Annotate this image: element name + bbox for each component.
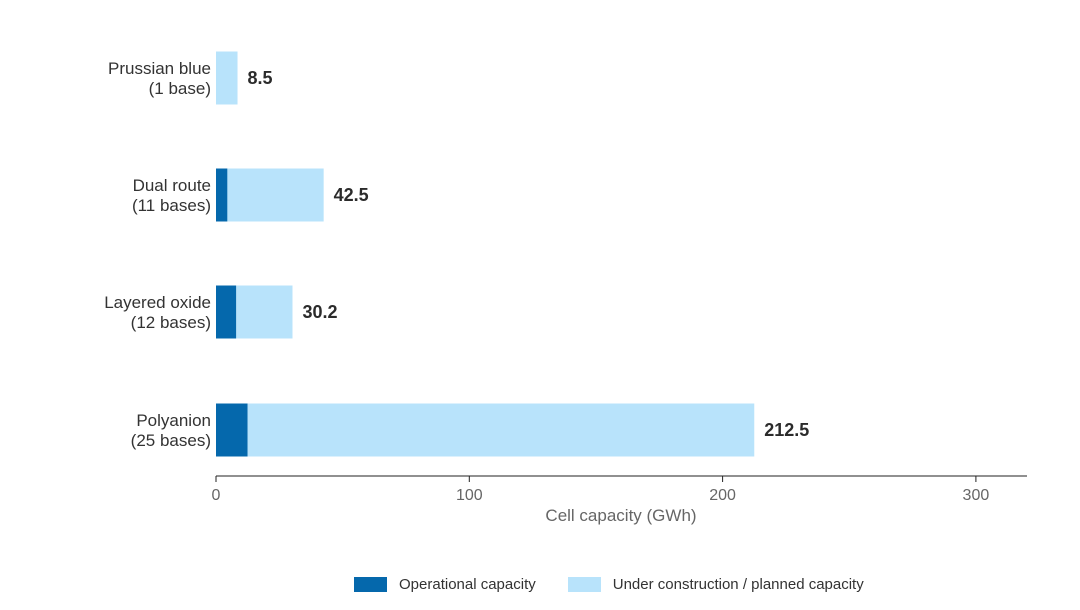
category-labels: Prussian blue (1 base) Dual route (11 bases… [104,59,211,450]
x-tick-label-0: 0 [212,487,221,504]
legend-swatch-planned [567,577,601,592]
value-labels: 8.5 42.5 30.2 212.5 [248,68,810,440]
x-axis-ticks: 0 100 200 300 [212,476,990,504]
x-axis-title: Cell capacity (GWh) [545,506,696,525]
x-tick-label-1: 100 [456,487,483,504]
bar-operational-2 [216,285,237,339]
bar-operational-3 [216,403,248,457]
legend-label-operational: Operational capacity [399,576,536,593]
value-label-0: 8.5 [248,68,273,88]
bar-planned-3 [247,403,755,457]
value-label-1: 42.5 [334,185,369,205]
bar-planned-2 [236,285,293,339]
value-label-2: 30.2 [302,302,337,322]
legend-label-planned: Under construction / planned capacity [612,576,864,593]
x-tick-label-2: 200 [709,487,736,504]
bar-planned-0 [216,51,238,105]
x-tick-label-3: 300 [963,487,990,504]
bars-group [216,51,755,457]
legend: Operational capacity Under construction … [354,576,896,593]
category-label-2: Layered oxide (12 bases) [104,293,211,332]
category-label-0: Prussian blue (1 base) [108,59,211,98]
category-label-3: Polyanion (25 bases) [131,411,211,450]
bar-operational-1 [216,168,228,222]
bar-planned-1 [227,168,324,222]
value-label-3: 212.5 [764,420,809,440]
legend-item-operational: Operational capacity [354,576,536,593]
legend-item-planned: Under construction / planned capacity [567,576,864,593]
legend-swatch-operational [354,577,387,592]
category-label-1: Dual route (11 bases) [132,176,211,215]
